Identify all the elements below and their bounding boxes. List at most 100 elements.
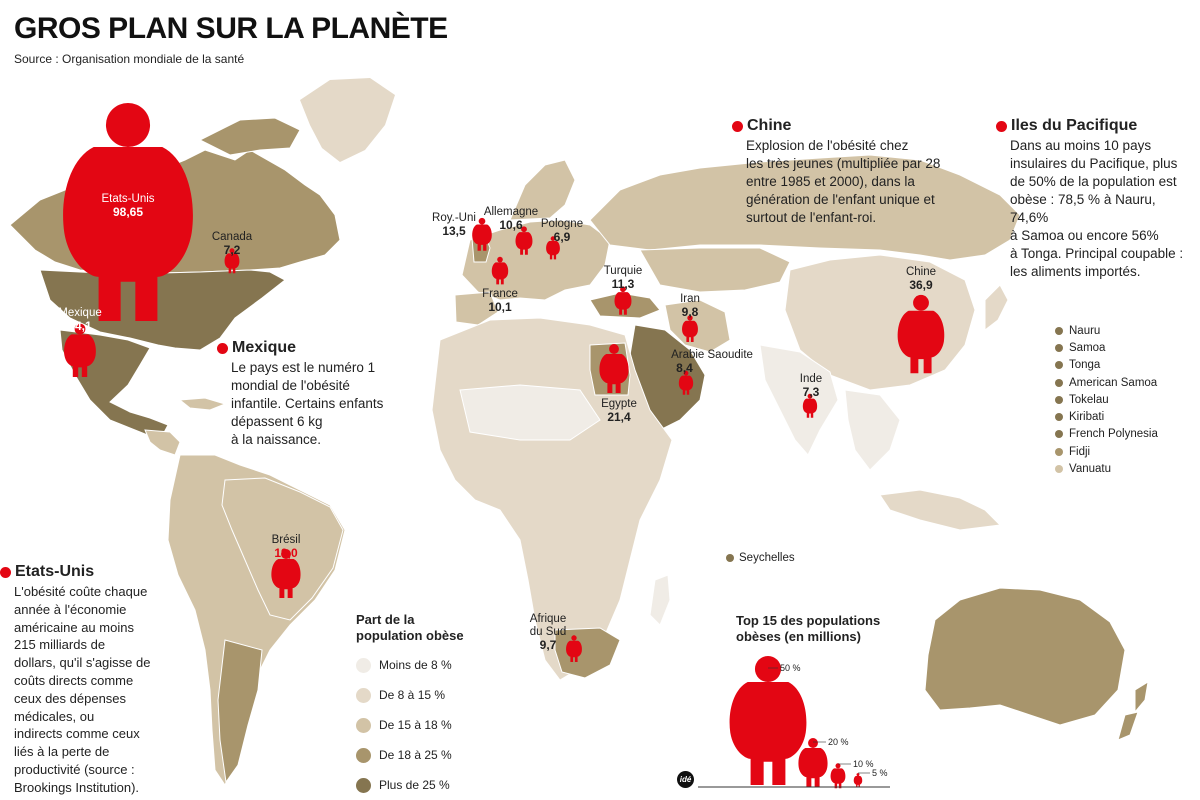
label-name: Chine <box>905 266 937 278</box>
legend-label: Moins de 8 % <box>379 658 452 672</box>
label-value: 24,1 <box>68 319 92 333</box>
label-name: Inde <box>799 373 823 385</box>
label-pologne: Pologne 6,9 <box>541 218 583 245</box>
box-mexique: Mexique Le pays est le numéro 1 mondial … <box>217 339 407 449</box>
box-etats-unis-line: dollars, qu'il s'agisse de <box>14 655 151 671</box>
island-label: Tonga <box>1069 359 1101 372</box>
label-mexique: Mexique 24,1 <box>58 307 101 334</box>
box-etats-unis-title: Etats-Unis <box>15 563 95 580</box>
page-title: GROS PLAN SUR LA PLANÈTE <box>14 12 448 45</box>
box-etats-unis-line: médicales, ou <box>14 708 95 724</box>
source-note: Source : Organisation mondiale de la san… <box>14 52 245 66</box>
label-value: 9,8 <box>681 305 699 319</box>
island-item: Fidji <box>1055 443 1158 460</box>
seychelles-swatch <box>726 554 734 562</box>
legend-item: De 8 à 15 % <box>356 680 464 710</box>
island-label: Kiribati <box>1069 411 1105 424</box>
box-chine-line: Explosion de l'obésité chez <box>746 138 909 153</box>
region-australia <box>924 587 1126 726</box>
island-item: American Samoa <box>1055 374 1158 391</box>
label-value: 6,9 <box>553 230 571 244</box>
island-label: Fidji <box>1069 445 1091 458</box>
box-etats-unis-line: année à l'économie <box>14 601 127 617</box>
box-chine-title: Chine <box>747 117 792 134</box>
region-iberia <box>454 291 499 326</box>
box-etats-unis-line: liés à la perte de <box>14 744 110 760</box>
bullet-icon <box>732 120 743 132</box>
region-caribbean <box>178 397 227 411</box>
top15-title: Top 15 des populations obèses (en millio… <box>736 613 880 645</box>
label-name: Brésil <box>271 534 301 546</box>
seychelles-label: Seychelles <box>739 552 795 564</box>
box-chine-line: les très jeunes (multipliée par 28 <box>746 156 941 171</box>
country-bresil <box>221 477 344 621</box>
box-pacifique-line: à Samoa ou encore 56% <box>1010 228 1159 243</box>
label-iran: Iran 9,8 <box>680 293 700 320</box>
pacific-islands-list: Nauru Samoa Tonga American Samoa Tokelau… <box>1055 322 1158 478</box>
legend-label: De 15 à 18 % <box>379 718 452 732</box>
label-value: 8,4 <box>676 361 693 375</box>
box-pacifique-line: insulaires du Pacifique, plus <box>1010 156 1178 171</box>
label-afrique-du-sud: Afrique du Sud 9,7 <box>526 613 570 653</box>
box-pacifique-line: de 50% de la population est <box>1010 174 1177 189</box>
top15-scale-label: 10 % <box>853 759 874 769</box>
legend-label: Plus de 25 % <box>379 778 450 792</box>
box-etats-unis: Etats-Unis L'obésité coûte chaque année … <box>0 563 175 797</box>
label-name: Mexique <box>58 307 102 319</box>
label-name: Etats-Unis <box>101 193 155 205</box>
legend-item: De 18 à 25 % <box>356 740 464 770</box>
box-mexique-line: Le pays est le numéro 1 <box>231 360 376 375</box>
top15-title-line: Top 15 des populations <box>736 613 881 628</box>
label-name: France <box>482 288 518 300</box>
label-bresil: Brésil 19,0 <box>272 534 301 561</box>
label-name: Arabie Saoudite <box>671 349 753 361</box>
legend-label: De 8 à 15 % <box>379 688 446 702</box>
box-etats-unis-line: productivité (source : <box>14 761 135 777</box>
region-madagascar <box>649 574 671 626</box>
label-name: Afrique du Sud <box>529 613 567 638</box>
bullet-icon <box>217 342 228 354</box>
bullet-icon <box>996 120 1007 132</box>
label-chine: Chine 36,9 <box>906 266 936 293</box>
label-turquie: Turquie 11,3 <box>604 265 643 292</box>
top15-scale-lines <box>768 667 870 774</box>
box-chine: Chine Explosion de l'obésité chez les tr… <box>732 117 962 227</box>
island-swatch <box>1055 465 1063 474</box>
island-label: Samoa <box>1069 341 1106 354</box>
label-etats-unis: Etats-Unis 98,65 <box>101 193 154 220</box>
box-chine-line: surtout de l'enfant-roi. <box>746 210 877 225</box>
publisher-logo: idé <box>677 771 694 788</box>
label-value: 10,6 <box>499 218 523 232</box>
legend-swatch <box>356 747 371 763</box>
island-swatch <box>1055 430 1063 439</box>
island-swatch <box>1055 343 1063 352</box>
island-item: Vanuatu <box>1055 460 1158 477</box>
island-label: Nauru <box>1069 324 1101 337</box>
box-pacifique-line: à Tonga. Principal coupable : <box>1010 246 1184 261</box>
legend-item: De 15 à 18 % <box>356 710 464 740</box>
region-central-asia <box>639 247 791 293</box>
label-name: Turquie <box>603 265 643 277</box>
region-southeast-asia <box>844 389 901 471</box>
legend-item: Plus de 25 % <box>356 770 464 800</box>
legend-swatch <box>356 717 371 733</box>
label-arabie-saoudite: Arabie Saoudite 8,4 <box>671 349 753 376</box>
label-value: 13,5 <box>442 224 466 238</box>
island-item: Kiribati <box>1055 408 1158 425</box>
top15-scale-label: 50 % <box>780 663 801 673</box>
island-swatch <box>1055 361 1063 370</box>
box-etats-unis-line: 215 milliards de <box>14 637 106 653</box>
label-name: Allemagne <box>483 206 539 218</box>
island-item: Tonga <box>1055 357 1158 374</box>
legend-swatch <box>356 657 371 673</box>
legend-title: Part de la population obèse <box>356 612 464 644</box>
island-label: French Polynesia <box>1069 428 1158 441</box>
box-etats-unis-line: indirects comme ceux <box>14 726 140 742</box>
country-inde <box>759 344 839 456</box>
label-france: France 10,1 <box>482 288 518 315</box>
island-item: Tokelau <box>1055 391 1158 408</box>
box-mexique-line: mondial de l'obésité <box>231 378 350 393</box>
island-swatch <box>1055 447 1063 456</box>
label-roy-uni: Roy.-Uni 13,5 <box>432 212 476 239</box>
